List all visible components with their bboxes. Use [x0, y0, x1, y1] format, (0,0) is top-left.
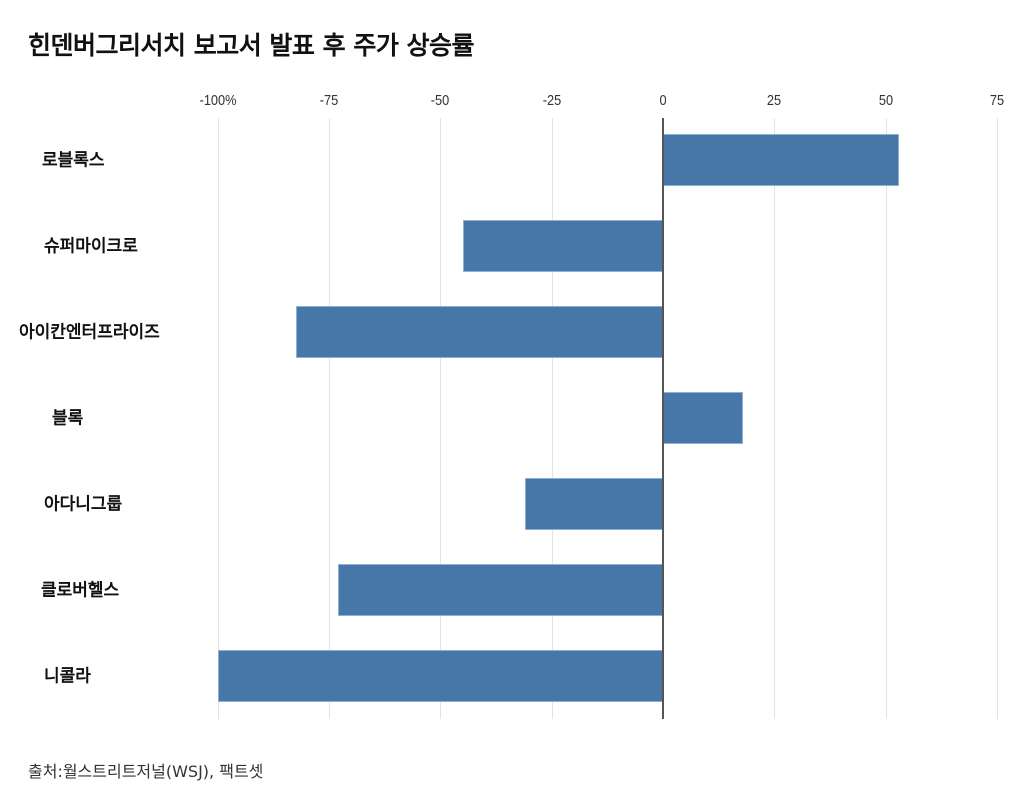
- x-tick-label: 50: [878, 92, 893, 109]
- category-label: 슈퍼마이크로: [44, 236, 138, 257]
- x-tick-label: 75: [989, 92, 1004, 109]
- category-label: 아다니그룹: [44, 494, 123, 515]
- zero-axis-line: [662, 118, 664, 719]
- bar: [338, 564, 663, 616]
- category-label: 아이칸엔터프라이즈: [19, 322, 160, 343]
- gridline: [886, 118, 887, 719]
- x-tick-label: 0: [659, 92, 667, 109]
- x-tick-label: 25: [767, 92, 782, 109]
- x-tick-label: -50: [431, 92, 450, 109]
- chart-title: 힌덴버그리서치 보고서 발표 후 주가 상승률: [28, 31, 475, 60]
- source-note: 출처:월스트리트저널(WSJ), 팩트셋: [28, 762, 264, 781]
- gridline: [552, 118, 553, 719]
- gridline: [329, 118, 330, 719]
- bar: [295, 306, 663, 358]
- gridline: [218, 118, 219, 719]
- category-label: 로블록스: [42, 150, 105, 171]
- x-tick-label: -75: [319, 92, 339, 109]
- x-tick-label: -100%: [199, 92, 237, 109]
- category-label: 블록: [52, 408, 84, 429]
- bar: [524, 478, 663, 530]
- category-label: 니콜라: [44, 666, 91, 687]
- x-tick-label: -25: [542, 92, 561, 109]
- bar: [462, 220, 663, 272]
- bar: [217, 650, 663, 702]
- bar: [663, 134, 899, 186]
- bar: [663, 392, 744, 444]
- gridline: [997, 118, 998, 719]
- gridline: [440, 118, 441, 719]
- gridline: [774, 118, 775, 719]
- category-label: 클로버헬스: [41, 580, 120, 601]
